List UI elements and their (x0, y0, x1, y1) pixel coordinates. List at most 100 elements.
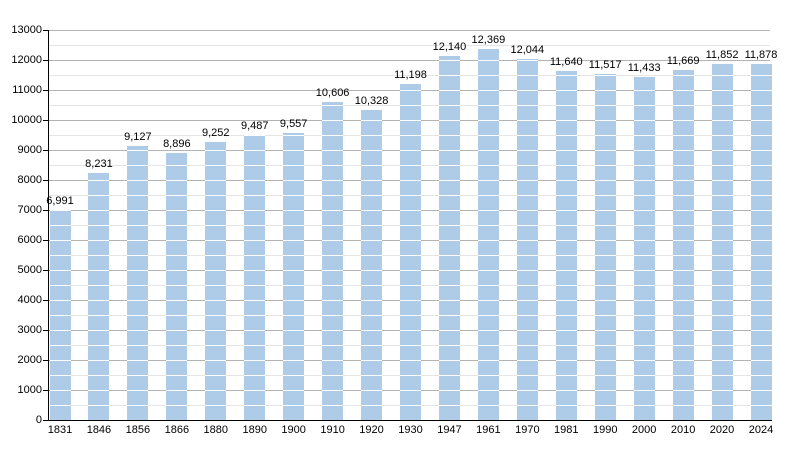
y-axis-line (48, 30, 49, 421)
bar-value-label: 12,140 (432, 41, 467, 53)
bar (556, 71, 577, 420)
bar (50, 210, 71, 420)
bar-value-label: 12,044 (510, 44, 545, 56)
gridline-minor (49, 405, 770, 406)
gridline-minor (49, 225, 770, 226)
bar (166, 153, 187, 420)
bar (712, 64, 733, 420)
gridline-major (49, 390, 770, 391)
gridline-minor (49, 105, 770, 106)
x-tick-label: 1910 (320, 424, 345, 436)
y-tick-label: 2000 (17, 354, 42, 366)
bar-value-label: 9,557 (279, 118, 308, 130)
bar-value-label: 12,369 (471, 34, 506, 46)
bar-value-label: 11,198 (394, 69, 427, 81)
y-tick-label: 6000 (17, 234, 42, 246)
gridline-minor (49, 45, 770, 46)
bar-value-label: 9,487 (240, 120, 269, 132)
bar-value-label: 8,896 (163, 138, 191, 150)
gridline-minor (49, 315, 770, 316)
gridline-minor (49, 345, 770, 346)
bar (478, 49, 499, 420)
x-tick-label: 1900 (281, 424, 306, 436)
x-tick-label: 1880 (203, 424, 229, 436)
bar-value-label: 11,433 (627, 62, 661, 74)
bar-value-label: 11,669 (666, 55, 700, 67)
y-tick-label: 7000 (17, 204, 42, 216)
gridline-minor (49, 195, 770, 196)
bar-value-label: 9,127 (124, 131, 152, 143)
y-tick-label: 3000 (17, 324, 42, 336)
x-tick-label: 1856 (125, 424, 151, 436)
y-tick-label: 13000 (11, 24, 42, 36)
gridline-major (49, 360, 770, 361)
gridline-major (49, 300, 770, 301)
bar (283, 133, 304, 420)
y-tick-label: 9000 (17, 144, 42, 156)
bar-value-label: 10,328 (354, 95, 389, 107)
x-tick-label: 1920 (359, 424, 384, 436)
x-tick-label: 1930 (398, 424, 423, 436)
bar (205, 142, 226, 420)
bar-value-label: 9,252 (202, 127, 230, 139)
y-tick-label: 12000 (11, 54, 42, 66)
bar (88, 173, 109, 420)
bar (439, 56, 460, 420)
x-tick-label: 1990 (592, 424, 618, 436)
gridline-major (49, 270, 770, 271)
bar-value-label: 8,231 (85, 158, 113, 170)
bar-value-label: 6,991 (46, 195, 74, 207)
y-tick-label: 10000 (11, 114, 42, 126)
x-tick-label: 2000 (631, 424, 657, 436)
gridline-minor (49, 75, 770, 76)
bar (400, 84, 421, 420)
gridline-major (49, 90, 770, 91)
gridline-major (49, 150, 770, 151)
bar (595, 74, 616, 420)
x-tick-label: 1846 (86, 424, 112, 436)
gridline-major (49, 330, 770, 331)
gridline-major (49, 60, 770, 61)
gridline-major (49, 240, 770, 241)
gridline-major (49, 210, 770, 211)
gridline-minor (49, 165, 770, 166)
x-tick-label: 2024 (748, 424, 774, 436)
x-tick-label: 1970 (515, 424, 540, 436)
gridline-major (49, 180, 770, 181)
bar-value-label: 11,517 (588, 59, 622, 71)
gridline-minor (49, 255, 770, 256)
bar (634, 77, 655, 420)
x-tick-label: 1947 (437, 424, 462, 436)
bar (361, 110, 382, 420)
gridline-major (49, 120, 770, 121)
bar (751, 64, 772, 420)
gridline-minor (49, 135, 770, 136)
bar-value-label: 11,640 (549, 56, 583, 68)
bar (244, 135, 265, 420)
bar-value-label: 11,852 (705, 49, 739, 61)
bar (673, 70, 694, 420)
bar (322, 102, 343, 420)
x-tick-label: 1866 (164, 424, 190, 436)
x-tick-label: 1961 (476, 424, 501, 436)
y-tick-label: 8000 (17, 174, 42, 186)
gridline-minor (49, 375, 770, 376)
bar (127, 146, 148, 420)
x-tick-label: 1831 (47, 424, 73, 436)
x-tick-label: 2020 (709, 424, 735, 436)
y-tick-label: 0 (35, 414, 42, 426)
bar-value-label: 11,878 (744, 49, 778, 61)
y-tick-label: 5000 (17, 264, 42, 276)
gridline-major (49, 30, 770, 31)
bar (517, 59, 538, 420)
gridline-minor (49, 285, 770, 286)
x-tick-label: 1890 (242, 424, 267, 436)
x-axis-line (48, 420, 772, 421)
x-tick-label: 2010 (670, 424, 696, 436)
y-tick-label: 4000 (17, 294, 42, 306)
